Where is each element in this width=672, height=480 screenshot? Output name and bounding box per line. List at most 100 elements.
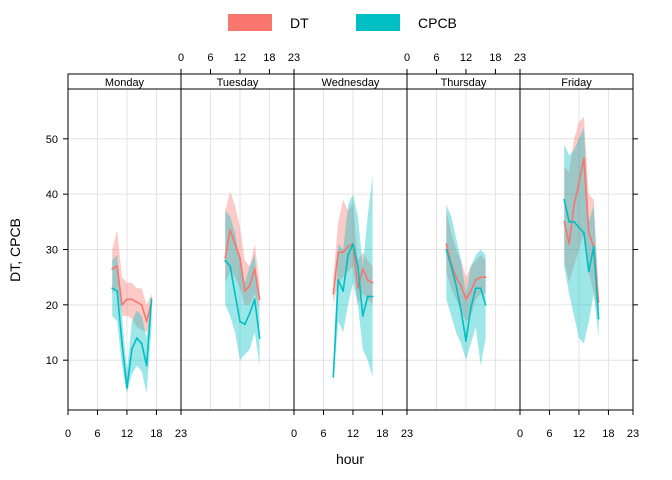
x-tick-label: 0: [291, 428, 297, 440]
point-wednesday-dt: [361, 267, 364, 270]
point-friday-dt: [563, 220, 566, 223]
strip-label-monday: Monday: [105, 77, 145, 89]
point-thursday-dt: [445, 243, 448, 245]
point-tuesday-cpcb: [229, 265, 232, 268]
point-friday-cpcb: [578, 226, 580, 229]
point-wednesday-dt: [347, 245, 349, 248]
point-monday-cpcb: [121, 342, 123, 345]
point-thursday-dt: [469, 290, 472, 292]
point-thursday-dt: [460, 284, 462, 287]
point-wednesday-dt: [366, 279, 369, 281]
x-tick-label: 18: [263, 52, 275, 64]
x-tick-label: 23: [514, 52, 526, 64]
x-tick-label: 12: [121, 428, 133, 440]
y-tick-label: 50: [46, 134, 58, 146]
point-friday-cpcb: [592, 245, 595, 248]
y-tick-label: 30: [46, 245, 58, 257]
panel-frames: [67, 73, 634, 411]
x-tick-label: 18: [150, 428, 162, 440]
point-tuesday-cpcb: [258, 337, 261, 339]
strip-label-tuesday: Tuesday: [217, 77, 259, 89]
point-monday-cpcb: [135, 337, 138, 339]
x-tick-label: 18: [489, 52, 501, 64]
point-tuesday-cpcb: [224, 259, 227, 262]
point-thursday-cpcb: [465, 339, 467, 342]
x-tick-label: 12: [347, 428, 359, 440]
x-tick-label: 0: [178, 52, 184, 64]
chart-legend: DT CPCB: [228, 14, 457, 31]
x-tick-label: 6: [207, 52, 213, 64]
x-tick-label: 12: [234, 52, 246, 64]
point-thursday-dt: [474, 279, 477, 281]
point-thursday-cpcb: [469, 306, 472, 309]
series-lines: [111, 157, 600, 389]
band-thursday-cpcb: [446, 205, 486, 366]
strip-label-thursday: Thursday: [441, 77, 487, 89]
x-tick-label: 0: [517, 428, 523, 440]
point-wednesday-dt: [342, 251, 345, 254]
point-tuesday-dt: [224, 256, 227, 259]
point-wednesday-dt: [332, 292, 335, 295]
point-wednesday-cpcb: [352, 243, 354, 245]
x-tick-label: 18: [602, 428, 614, 440]
y-tick-label: 40: [46, 189, 58, 201]
point-friday-cpcb: [587, 270, 590, 273]
point-monday-dt: [116, 265, 119, 268]
point-monday-cpcb: [126, 386, 128, 389]
point-thursday-cpcb: [450, 265, 453, 268]
point-friday-cpcb: [597, 317, 600, 320]
band-monday-cpcb: [112, 255, 152, 394]
point-monday-cpcb: [145, 364, 148, 367]
point-wednesday-cpcb: [356, 265, 359, 268]
x-tick-label: 23: [175, 428, 187, 440]
point-friday-dt: [568, 243, 571, 245]
point-tuesday-dt: [248, 284, 251, 287]
point-wednesday-cpcb: [337, 279, 340, 281]
x-tick-label: 0: [404, 52, 410, 64]
point-monday-cpcb: [111, 287, 114, 290]
y-axis-label: DT, CPCB: [7, 218, 23, 282]
point-monday-dt: [145, 320, 148, 323]
point-wednesday-dt: [371, 281, 374, 284]
point-friday-dt: [578, 182, 580, 184]
point-thursday-cpcb: [445, 248, 448, 251]
point-monday-cpcb: [130, 348, 133, 351]
point-thursday-dt: [479, 276, 482, 279]
point-thursday-cpcb: [474, 287, 477, 290]
point-monday-cpcb: [150, 298, 153, 301]
point-monday-dt: [140, 303, 143, 306]
point-tuesday-dt: [253, 267, 256, 270]
point-tuesday-dt: [243, 290, 246, 292]
y-tick-label: 20: [46, 300, 58, 312]
point-thursday-cpcb: [460, 309, 462, 312]
point-tuesday-dt: [239, 256, 241, 259]
point-thursday-cpcb: [484, 303, 487, 306]
point-friday-cpcb: [573, 220, 575, 223]
point-thursday-dt: [484, 276, 487, 279]
point-tuesday-cpcb: [253, 298, 256, 301]
point-tuesday-cpcb: [239, 320, 241, 323]
point-wednesday-cpcb: [371, 295, 374, 298]
point-monday-dt: [121, 303, 123, 306]
point-friday-dt: [573, 204, 575, 207]
point-friday-dt: [587, 231, 590, 234]
point-wednesday-cpcb: [347, 254, 349, 256]
point-friday-dt: [582, 157, 585, 160]
line-friday-dt: [563, 157, 600, 303]
line-tuesday-dt: [224, 229, 261, 300]
y-tick-label: 10: [46, 355, 58, 367]
point-thursday-cpcb: [455, 284, 458, 287]
point-tuesday-dt: [229, 229, 232, 232]
x-tick-label: 18: [376, 428, 388, 440]
point-friday-cpcb: [568, 220, 571, 223]
x-tick-label: 6: [433, 52, 439, 64]
point-wednesday-dt: [356, 287, 359, 290]
point-tuesday-cpcb: [234, 292, 236, 295]
x-axis-label: hour: [336, 451, 364, 467]
x-tick-label: 6: [320, 428, 326, 440]
x-tick-label: 0: [65, 428, 71, 440]
band-friday-cpcb: [564, 127, 599, 344]
point-wednesday-cpcb: [332, 375, 335, 378]
point-tuesday-cpcb: [248, 312, 251, 315]
band-wednesday-dt: [333, 199, 373, 305]
